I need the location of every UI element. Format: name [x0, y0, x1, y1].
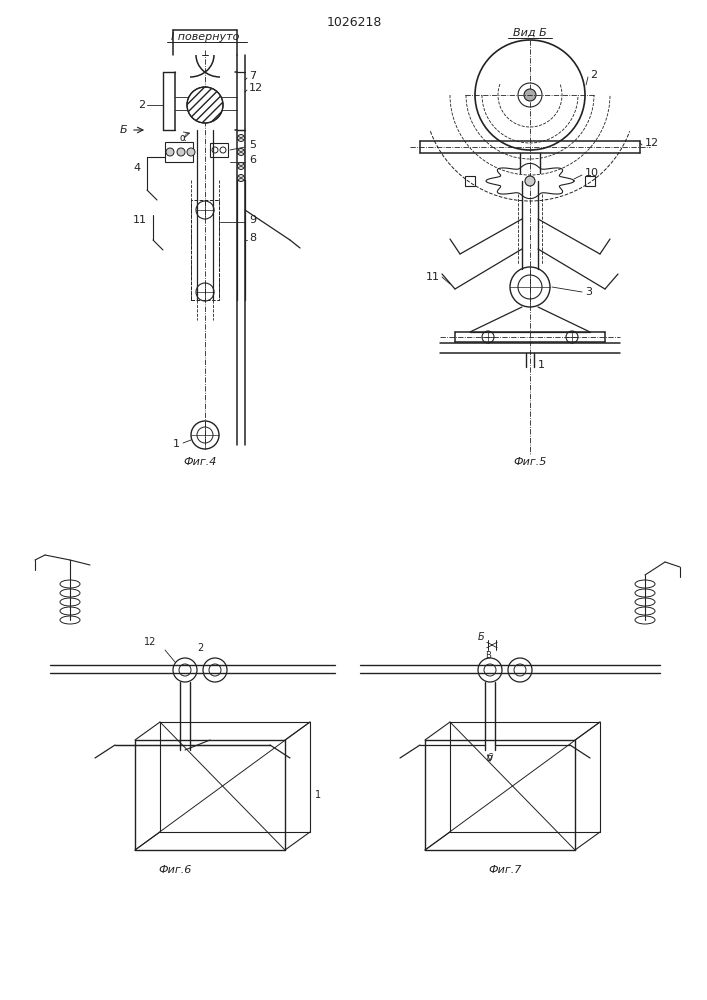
- Text: 4: 4: [134, 163, 141, 173]
- Text: 7: 7: [249, 71, 256, 81]
- Text: Фиг.4: Фиг.4: [183, 457, 216, 467]
- Bar: [191, 200, 219, 300]
- Text: Фиг.7: Фиг.7: [489, 865, 522, 875]
- Text: Б: Б: [477, 632, 484, 642]
- Text: 11: 11: [133, 215, 147, 225]
- Bar: [165, 142, 193, 162]
- Circle shape: [524, 89, 536, 101]
- Circle shape: [238, 134, 245, 141]
- Circle shape: [238, 174, 245, 182]
- Text: α: α: [180, 133, 186, 143]
- Circle shape: [525, 176, 535, 186]
- Circle shape: [238, 162, 245, 169]
- Text: 9: 9: [249, 215, 256, 225]
- Text: Вид Б: Вид Б: [513, 28, 547, 38]
- Text: 2: 2: [138, 100, 145, 110]
- Bar: [585, 176, 595, 186]
- Text: Фиг.6: Фиг.6: [158, 865, 192, 875]
- Text: Фиг.5: Фиг.5: [513, 457, 547, 467]
- Text: 1: 1: [538, 360, 545, 370]
- Text: б: б: [487, 753, 493, 763]
- Text: 10: 10: [585, 168, 599, 178]
- Bar: [210, 143, 228, 157]
- Text: Б: Б: [119, 125, 127, 135]
- Circle shape: [238, 148, 245, 155]
- Text: В: В: [485, 650, 491, 660]
- Text: 1: 1: [173, 439, 180, 449]
- Circle shape: [187, 87, 223, 123]
- Circle shape: [177, 148, 185, 156]
- Text: 2: 2: [197, 643, 203, 653]
- Circle shape: [187, 148, 195, 156]
- Text: 12: 12: [144, 637, 156, 647]
- Text: 1: 1: [315, 790, 321, 800]
- Text: 12: 12: [249, 83, 263, 93]
- Circle shape: [166, 148, 174, 156]
- Text: 2: 2: [590, 70, 597, 80]
- Text: 11: 11: [426, 272, 440, 282]
- Text: 1026218: 1026218: [327, 15, 382, 28]
- Text: 6: 6: [249, 155, 256, 165]
- Bar: [465, 176, 475, 186]
- Text: I повернуто: I повернуто: [171, 32, 239, 42]
- Text: 12: 12: [645, 138, 659, 148]
- Text: 8: 8: [249, 233, 256, 243]
- Text: 5: 5: [249, 140, 256, 150]
- Text: 3: 3: [585, 287, 592, 297]
